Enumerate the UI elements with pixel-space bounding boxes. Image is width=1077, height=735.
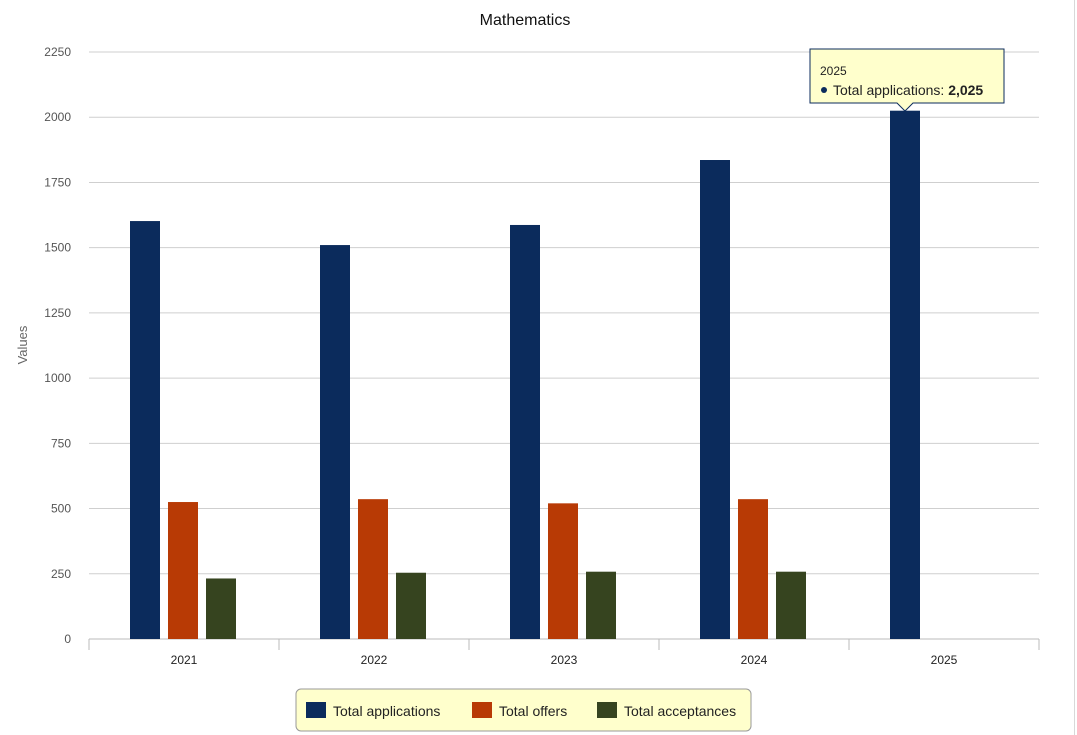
legend-label-acceptances: Total acceptances — [624, 703, 736, 719]
legend-label-applications: Total applications — [333, 703, 440, 719]
chart-title: Mathematics — [480, 12, 571, 29]
bar-total-applications-2021[interactable] — [130, 221, 160, 639]
legend-box — [295, 688, 752, 732]
legend-swatch-acceptances — [597, 702, 617, 718]
bar-total-applications-2022[interactable] — [320, 245, 350, 639]
bar-total-acceptances-2024[interactable] — [776, 571, 806, 639]
grid — [89, 51, 1039, 575]
tooltip-series-label: Total applications: — [833, 82, 948, 98]
y-tick-label: 1750 — [44, 175, 71, 189]
bar-total-applications-2023[interactable] — [510, 224, 540, 639]
bar-total-offers-2021[interactable] — [168, 502, 198, 639]
legend-item-acceptances[interactable]: Total acceptances — [597, 702, 736, 719]
right-border — [1074, 0, 1075, 735]
y-tick-label: 2250 — [44, 45, 71, 59]
y-tick-label: 1250 — [44, 306, 71, 320]
tooltip-series-dot — [821, 87, 827, 93]
tooltip-series-text: Total applications: 2,025 — [833, 82, 983, 98]
tooltip-box — [809, 48, 1005, 112]
y-axis-label: Values — [15, 325, 30, 364]
x-tick-label: 2025 — [931, 653, 958, 667]
y-tick-label: 0 — [64, 632, 71, 646]
bar-total-acceptances-2021[interactable] — [206, 578, 236, 639]
y-tick-label: 2000 — [44, 110, 71, 124]
bar-total-offers-2024[interactable] — [738, 499, 768, 639]
y-axis-ticks: 0 250 500 750 1000 1250 1500 1750 2000 2250 — [44, 45, 71, 646]
y-tick-label: 750 — [51, 436, 71, 450]
x-axis-ticks: 2021 2022 2023 2024 2025 — [88, 639, 1040, 667]
y-tick-label: 1000 — [44, 371, 71, 385]
x-tick-label: 2022 — [361, 653, 388, 667]
legend-swatch-offers — [472, 702, 492, 718]
legend: Total applications Total offers Total ac… — [295, 688, 752, 732]
y-tick-label: 500 — [51, 502, 71, 516]
y-tick-label: 250 — [51, 567, 71, 581]
bars — [130, 110, 920, 639]
bar-total-offers-2022[interactable] — [358, 499, 388, 639]
x-tick-label: 2021 — [171, 653, 198, 667]
bar-total-applications-2024[interactable] — [700, 160, 730, 639]
legend-item-applications[interactable]: Total applications — [306, 702, 440, 719]
legend-label-offers: Total offers — [499, 703, 567, 719]
x-tick-label: 2024 — [741, 653, 768, 667]
tooltip: 2025 Total applications: 2,025 — [809, 48, 1005, 112]
bar-total-acceptances-2023[interactable] — [586, 571, 616, 639]
tooltip-title: 2025 — [820, 64, 847, 78]
bar-total-offers-2023[interactable] — [548, 503, 578, 639]
bar-total-acceptances-2022[interactable] — [396, 572, 426, 639]
legend-swatch-applications — [306, 702, 326, 718]
tooltip-value: 2,025 — [948, 82, 983, 98]
legend-item-offers[interactable]: Total offers — [472, 702, 567, 719]
x-tick-label: 2023 — [551, 653, 578, 667]
bar-total-applications-2025[interactable] — [890, 110, 920, 639]
y-tick-label: 1500 — [44, 241, 71, 255]
